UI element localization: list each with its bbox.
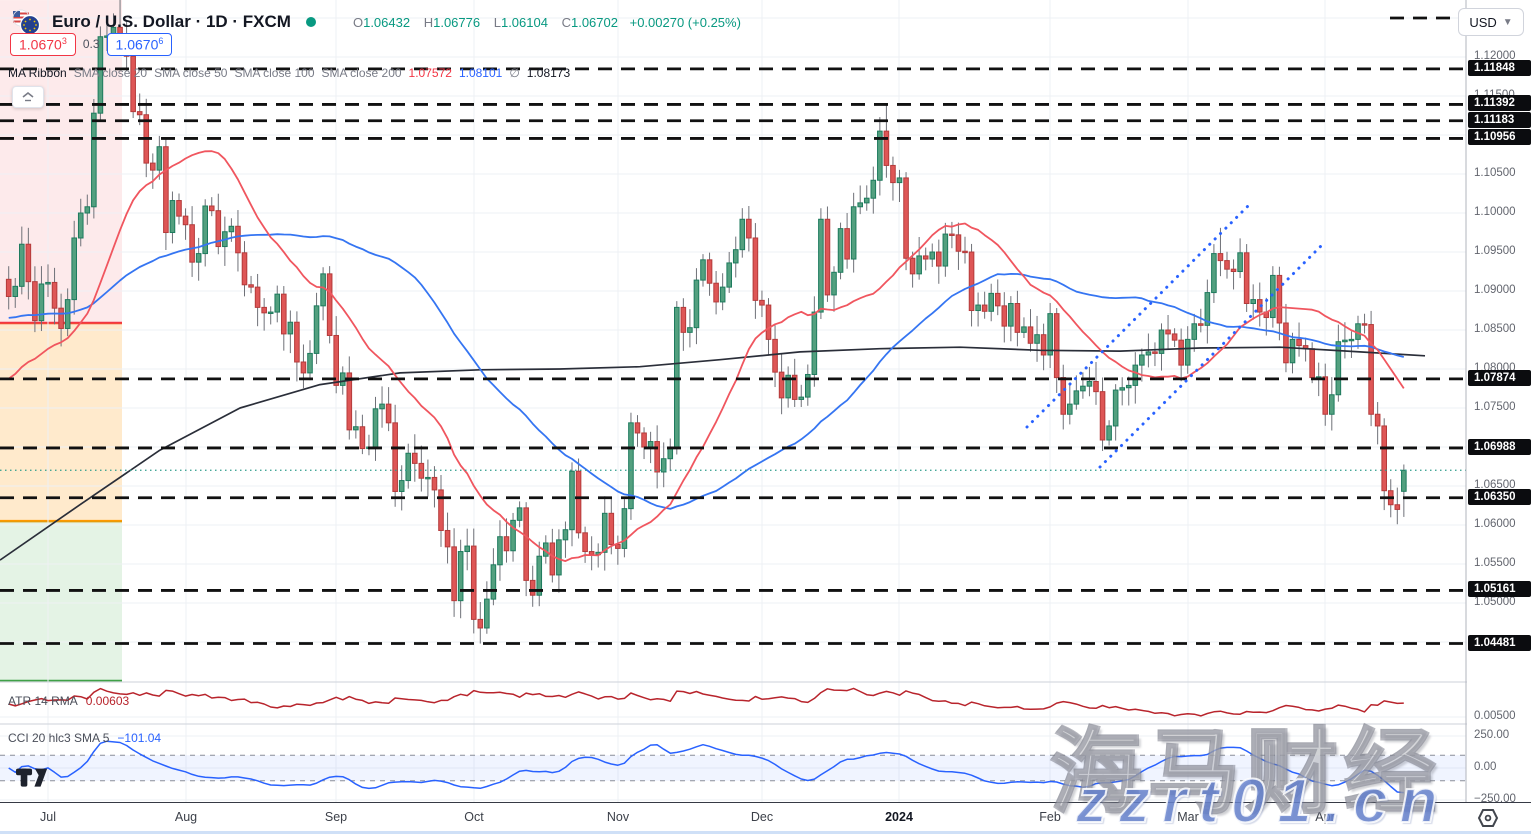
price-axis[interactable]: USD ▼ 1.120001.115001.105001.100001.0950… bbox=[1458, 0, 1531, 805]
quote-row: 1.06703 0.3 1.06706 bbox=[10, 33, 173, 56]
ma-ribbon-title[interactable]: MA Ribbon bbox=[8, 66, 67, 80]
ma-param-3: SMA close 200 bbox=[321, 66, 402, 80]
ma-param-2: SMA close 100 bbox=[234, 66, 315, 80]
eu-us-flags-icon bbox=[12, 9, 41, 36]
market-open-dot-icon[interactable] bbox=[305, 16, 317, 28]
close-value: 1.06702 bbox=[570, 14, 618, 30]
low-value: 1.06104 bbox=[500, 14, 548, 30]
bid-button[interactable]: 1.06703 bbox=[10, 33, 76, 56]
watermark-site-url: zzrt01.cn bbox=[1075, 766, 1450, 837]
time-label: Jul bbox=[40, 810, 56, 824]
trendline bbox=[1098, 240, 1327, 469]
price-tick: 1.07500 bbox=[1474, 401, 1516, 414]
level-price-label: 1.10956 bbox=[1468, 129, 1531, 146]
price-tick: 1.08500 bbox=[1474, 323, 1516, 336]
cci-line bbox=[8, 740, 1404, 794]
price-tick: 1.06000 bbox=[1474, 518, 1516, 531]
symbol-title[interactable]: Euro / U.S. Dollar · 1D · FXCM bbox=[52, 12, 291, 31]
collapse-pane-button[interactable] bbox=[12, 86, 44, 108]
bid-price: 1.0670 bbox=[19, 36, 62, 53]
low-label: L bbox=[493, 14, 501, 30]
gear-icon[interactable] bbox=[1477, 808, 1499, 833]
cci-band bbox=[0, 755, 1466, 781]
price-tick: 1.06500 bbox=[1474, 479, 1516, 492]
close-label: C bbox=[561, 14, 571, 30]
window-edge-strip bbox=[0, 831, 1531, 834]
chart-header: Euro / U.S. Dollar · 1D · FXCM O1.06432 … bbox=[8, 8, 741, 36]
price-tick: 1.05500 bbox=[1474, 557, 1516, 570]
chevron-up-icon bbox=[22, 91, 34, 102]
price-tick: 1.10500 bbox=[1474, 167, 1516, 180]
time-label: Feb bbox=[1039, 810, 1061, 824]
atr-line bbox=[8, 687, 1404, 717]
level-price-label: 1.11848 bbox=[1468, 59, 1531, 76]
moving-averages bbox=[0, 150, 1426, 562]
candles bbox=[5, 0, 1407, 644]
ma-value-3: 1.08173 bbox=[526, 66, 571, 80]
cci-value: −101.04 bbox=[117, 731, 162, 745]
time-label: 2024 bbox=[885, 810, 913, 824]
bid-pip: 3 bbox=[61, 36, 67, 46]
price-tick: 1.10000 bbox=[1474, 206, 1516, 219]
level-price-label: 1.11183 bbox=[1468, 111, 1531, 128]
trendline bbox=[1025, 200, 1254, 429]
time-label: Oct bbox=[464, 810, 484, 824]
chevron-down-icon: ▼ bbox=[1502, 16, 1513, 28]
atr-value: 0.00603 bbox=[85, 694, 130, 708]
time-label: Aug bbox=[174, 810, 198, 824]
currency-selector-button[interactable]: USD ▼ bbox=[1458, 8, 1524, 36]
atr-tick: 0.00500 bbox=[1474, 710, 1516, 722]
high-value: 1.06776 bbox=[433, 14, 481, 30]
level-price-label: 1.06988 bbox=[1468, 438, 1531, 455]
time-label: Nov bbox=[606, 810, 630, 824]
ma-value-2: ∅ bbox=[509, 66, 520, 80]
ma-value-0: 1.07572 bbox=[408, 66, 452, 80]
price-tick: 1.05000 bbox=[1474, 596, 1516, 609]
level-price-label: 1.06350 bbox=[1468, 488, 1531, 505]
level-price-label: 1.04481 bbox=[1468, 634, 1531, 651]
price-tick: 1.09000 bbox=[1474, 284, 1516, 297]
price-tick: 1.12000 bbox=[1474, 50, 1516, 63]
gear-glyph bbox=[1477, 809, 1499, 827]
ma-param-1: SMA close 50 bbox=[154, 66, 228, 80]
level-price-label: 1.07874 bbox=[1468, 369, 1531, 386]
high-label: H bbox=[423, 14, 434, 30]
tradingview-logo-icon bbox=[16, 768, 48, 787]
level-price-label: 1.11392 bbox=[1468, 95, 1531, 112]
open-value: 1.06432 bbox=[363, 14, 411, 30]
cci-tick: −250.00 bbox=[1474, 793, 1516, 805]
ask-button[interactable]: 1.06706 bbox=[106, 33, 173, 56]
ma-param-0: SMA close 20 bbox=[73, 66, 148, 80]
price-tick: 1.09500 bbox=[1474, 245, 1516, 258]
currency-label: USD bbox=[1469, 14, 1497, 30]
cci-tick: 0.00 bbox=[1474, 761, 1497, 773]
cci-tick: 250.00 bbox=[1474, 729, 1510, 741]
ma-ribbon-legend[interactable]: MA Ribbon SMA close 20 SMA close 50 SMA … bbox=[8, 66, 570, 80]
time-label: Mar bbox=[1177, 810, 1199, 824]
atr-label[interactable]: ATR 14 RMA bbox=[8, 694, 78, 708]
grid bbox=[0, 0, 1466, 802]
spread-value: 0.3 bbox=[82, 37, 100, 52]
cci-label[interactable]: CCI 20 hlc3 SMA 5 bbox=[8, 731, 110, 745]
tradingview-logo[interactable] bbox=[16, 768, 50, 797]
time-label: Sep bbox=[324, 810, 348, 824]
change-value: +0.00270 (+0.25%) bbox=[629, 14, 741, 30]
ohlc-readout: O1.06432 H1.06776 L1.06104 C1.06702 +0.0… bbox=[343, 15, 741, 30]
atr-legend[interactable]: ATR 14 RMA 0.00603 bbox=[8, 694, 129, 708]
time-label: Dec bbox=[750, 810, 774, 824]
time-label: Apr bbox=[1315, 810, 1335, 824]
open-label: O bbox=[352, 14, 364, 30]
watermark-site-name: 海马财经 bbox=[1049, 721, 1443, 826]
ask-pip: 6 bbox=[158, 36, 164, 46]
cci-legend[interactable]: CCI 20 hlc3 SMA 5 −101.04 bbox=[8, 731, 161, 745]
level-price-label: 1.05161 bbox=[1468, 581, 1531, 598]
time-axis[interactable]: Jul Aug Sep Oct Nov Dec 2024 Feb Mar Apr bbox=[0, 802, 1531, 835]
ma-value-1: 1.08101 bbox=[458, 66, 503, 80]
ask-price: 1.0670 bbox=[115, 36, 159, 53]
key-levels bbox=[0, 16, 1466, 645]
